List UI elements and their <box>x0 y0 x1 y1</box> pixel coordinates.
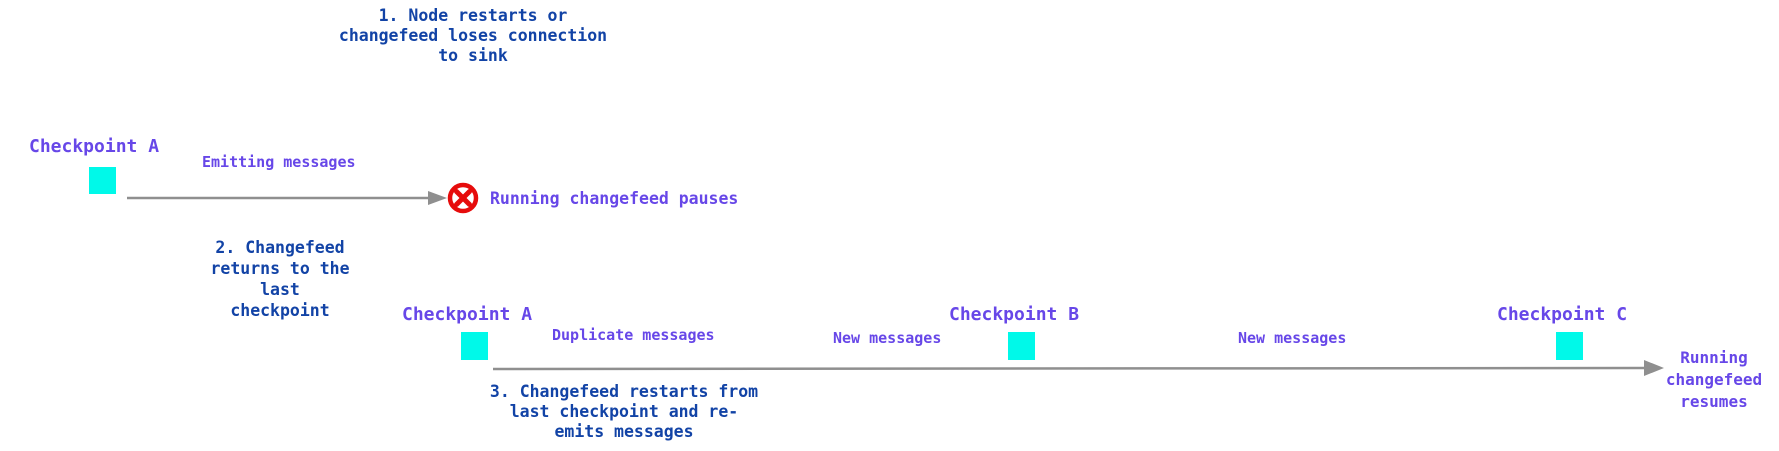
timeline-1-arrow <box>127 191 447 205</box>
timeline-2-arrow <box>492 360 1664 376</box>
new-messages-1-label: New messages <box>833 329 942 347</box>
step-3-note: 3. Changefeed restarts from last checkpo… <box>489 382 759 441</box>
timeline2-checkpoint-b-marker <box>1008 332 1035 360</box>
timeline2-checkpoint-a-label: Checkpoint A <box>402 304 533 325</box>
x-circle-icon <box>447 182 479 214</box>
step-1-note: 1. Node restarts or changefeed loses con… <box>338 6 608 65</box>
timeline2-checkpoint-b-label: Checkpoint B <box>949 304 1080 325</box>
timeline2-checkpoint-c-marker <box>1556 332 1583 360</box>
duplicate-messages-label: Duplicate messages <box>552 326 715 344</box>
resume-label: Running changefeed resumes <box>1665 348 1763 411</box>
timeline1-checkpoint-a-marker <box>89 167 116 194</box>
new-messages-2-label: New messages <box>1238 329 1347 347</box>
timeline1-checkpoint-a-label: Checkpoint A <box>29 136 160 157</box>
emitting-messages-label: Emitting messages <box>202 153 356 171</box>
step-2-note: 2. Changefeed returns to the last checkp… <box>210 238 350 320</box>
pause-label: Running changefeed pauses <box>490 189 739 208</box>
timeline2-checkpoint-c-label: Checkpoint C <box>1497 304 1628 325</box>
timeline2-checkpoint-a-marker <box>461 332 488 360</box>
